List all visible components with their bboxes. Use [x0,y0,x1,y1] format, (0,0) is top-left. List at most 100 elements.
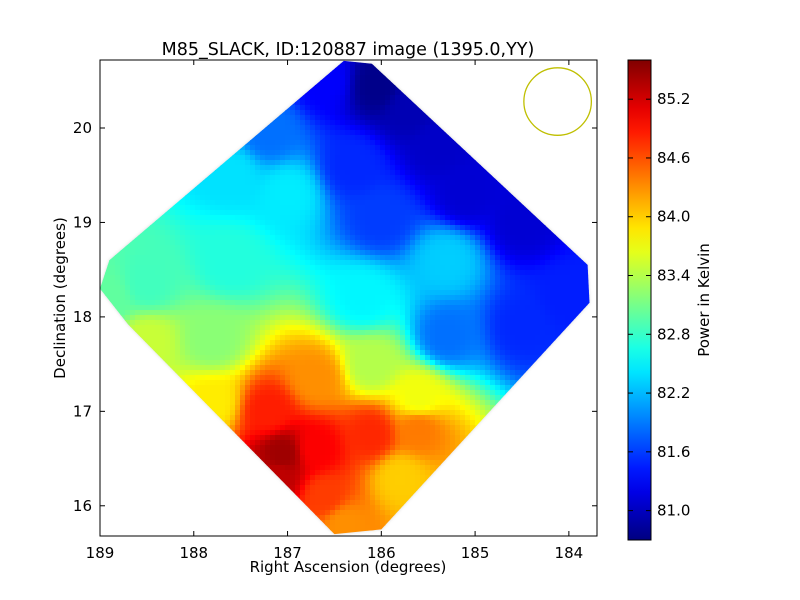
heat-cell [380,120,386,126]
heat-cell [230,230,236,236]
heat-cell [435,200,441,206]
heat-cell [220,255,226,261]
heat-cell [160,265,166,271]
heat-cell [265,270,271,276]
heat-cell [280,235,286,241]
heat-cell [460,285,466,291]
heat-cell [360,100,366,106]
heat-cell [310,275,316,281]
heat-cell [275,175,281,181]
heat-cell [350,210,356,216]
heat-cell [450,235,456,241]
heat-cell [425,220,431,226]
heat-cell [560,290,566,296]
heat-cell [215,225,221,231]
heat-cell [175,265,181,271]
heat-cell [340,165,346,171]
heat-cell [535,270,541,276]
heat-cell [370,265,376,271]
heat-cell [545,280,551,286]
heat-cell [440,220,446,226]
heat-cell [285,215,291,221]
heat-cell [355,60,361,66]
heat-cell [530,235,536,241]
heat-cell [545,255,551,261]
heat-cell [485,180,491,186]
heat-cell [395,200,401,206]
heat-cell [490,215,496,221]
heat-cell [240,145,246,151]
heat-cell [340,135,346,141]
heat-cell [475,275,481,281]
heat-cell [285,190,291,196]
heat-cell [225,280,231,286]
heat-cell [250,210,256,216]
heat-cell [405,210,411,216]
heat-cell [310,220,316,226]
heat-cell [220,200,226,206]
heat-cell [340,200,346,206]
heat-cell [360,65,366,71]
heat-cell [540,225,546,231]
heat-cell [220,245,226,251]
heat-cell [335,275,341,281]
heat-cell [400,285,406,291]
heat-cell [305,295,311,301]
heat-cell [215,245,221,251]
heat-cell [580,265,586,271]
heat-cell [245,150,251,156]
heat-cell [190,195,196,201]
heat-cell [370,300,376,306]
heat-cell [385,140,391,146]
heat-cell [155,295,161,301]
heat-cell [400,250,406,256]
heat-cell [385,95,391,101]
heat-cell [245,245,251,251]
heat-cell [230,165,236,171]
heat-cell [135,290,141,296]
heat-cell [225,260,231,266]
heat-cell [130,295,136,301]
heat-cell [320,175,326,181]
heat-cell [200,240,206,246]
heat-cell [365,165,371,171]
heat-cell [535,240,541,246]
heat-cell [370,260,376,266]
heat-cell [475,280,481,286]
heat-cell [325,285,331,291]
heat-cell [490,260,496,266]
heat-cell [345,260,351,266]
heat-cell [380,205,386,211]
heat-cell [270,250,276,256]
heat-cell [310,300,316,306]
heat-cell [470,285,476,291]
heat-cell [390,275,396,281]
heat-cell [450,175,456,181]
heat-cell [300,95,306,101]
heat-cell [370,295,376,301]
heat-cell [525,260,531,266]
heat-cell [360,275,366,281]
heat-cell [290,285,296,291]
heat-cell [255,140,261,146]
heat-cell [320,185,326,191]
heat-cell [330,155,336,161]
heat-cell [150,275,156,281]
heat-cell [420,205,426,211]
heat-cell [350,245,356,251]
heat-cell [255,155,261,161]
heat-cell [370,160,376,166]
heat-cell [405,135,411,141]
heat-cell [200,195,206,201]
heat-cell [510,210,516,216]
heat-cell [290,185,296,191]
heat-cell [440,265,446,271]
heat-cell [320,285,326,291]
heat-cell [555,260,561,266]
heat-cell [280,270,286,276]
heat-cell [335,80,341,86]
heat-cell [515,265,521,271]
heat-cell [490,280,496,286]
heat-cell [445,280,451,286]
heat-cell [295,160,301,166]
